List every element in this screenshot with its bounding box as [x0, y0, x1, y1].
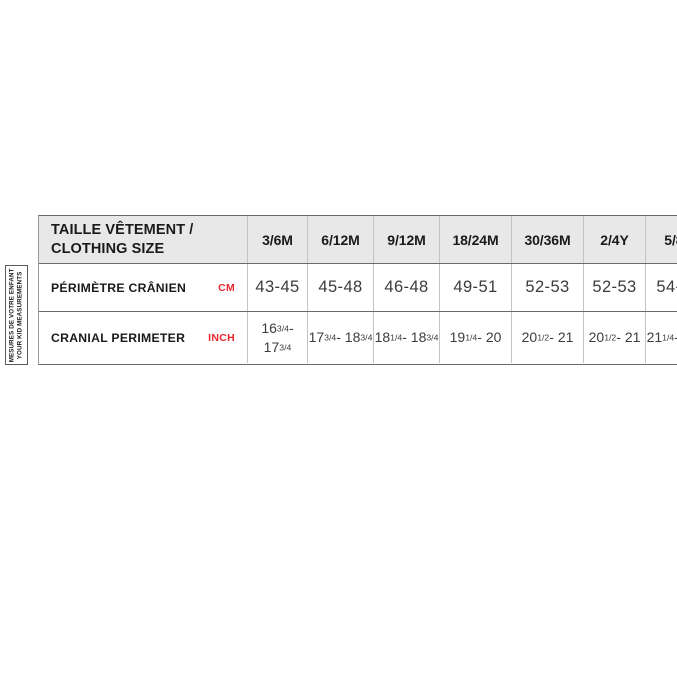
row-label-cell-inch: CRANIAL PERIMETER INCH: [39, 312, 247, 363]
inch-value-0: 163/4- 173/4: [247, 312, 307, 363]
metric-name-cm: PÉRIMÈTRE CRÂNIEN: [51, 280, 187, 295]
side-label-text: MESURES DE VOTRE ENFANT YOUR KID MEASURE…: [8, 268, 25, 362]
cm-value-2: 46-48: [373, 264, 439, 311]
header-size-3: 18/24M: [439, 216, 511, 263]
side-label-measurements: MESURES DE VOTRE ENFANT YOUR KID MEASURE…: [5, 265, 28, 365]
inch-value-6: 211/4- 213/4: [645, 312, 677, 363]
side-label-line-fr: MESURES DE VOTRE ENFANT: [8, 268, 16, 362]
cm-value-5: 52-53: [583, 264, 645, 311]
row-label-cell-cm: PÉRIMÈTRE CRÂNIEN CM: [39, 264, 247, 311]
page-title: TAILLE VÊTEMENT / CLOTHING SIZE: [51, 221, 193, 257]
inch-value-5: 201/2- 21: [583, 312, 645, 363]
cm-value-3: 49-51: [439, 264, 511, 311]
header-size-6: 5/8Y: [645, 216, 677, 263]
table-header-row: TAILLE VÊTEMENT / CLOTHING SIZE 3/6M 6/1…: [39, 216, 677, 264]
metric-unit-inch: INCH: [208, 331, 235, 344]
header-size-5: 2/4Y: [583, 216, 645, 263]
metric-unit-cm: CM: [218, 281, 235, 294]
header-size-0: 3/6M: [247, 216, 307, 263]
inch-value-1: 173/4- 183/4: [307, 312, 373, 363]
header-title-line-fr: TAILLE VÊTEMENT /: [51, 222, 194, 239]
size-chart-table: TAILLE VÊTEMENT / CLOTHING SIZE 3/6M 6/1…: [38, 215, 677, 365]
inch-value-4: 201/2- 21: [511, 312, 583, 363]
header-size-2: 9/12M: [373, 216, 439, 263]
table-row: CRANIAL PERIMETER INCH 163/4- 173/4 173/…: [39, 312, 677, 363]
cm-value-1: 45-48: [307, 264, 373, 311]
metric-name-inch: CRANIAL PERIMETER: [51, 330, 186, 345]
table-row: PÉRIMÈTRE CRÂNIEN CM 43-45 45-48 46-48 4…: [39, 264, 677, 312]
header-size-4: 30/36M: [511, 216, 583, 263]
cm-value-0: 43-45: [247, 264, 307, 311]
header-title-line-en: CLOTHING SIZE: [51, 240, 165, 257]
cm-value-6: 54-55: [645, 264, 677, 311]
side-label-line-en: YOUR KID MEASUREMENTS: [16, 271, 24, 359]
inch-value-2: 181/4- 183/4: [373, 312, 439, 363]
header-size-1: 6/12M: [307, 216, 373, 263]
header-title-cell: TAILLE VÊTEMENT / CLOTHING SIZE: [39, 216, 247, 263]
cm-value-4: 52-53: [511, 264, 583, 311]
inch-value-3: 191/4- 20: [439, 312, 511, 363]
